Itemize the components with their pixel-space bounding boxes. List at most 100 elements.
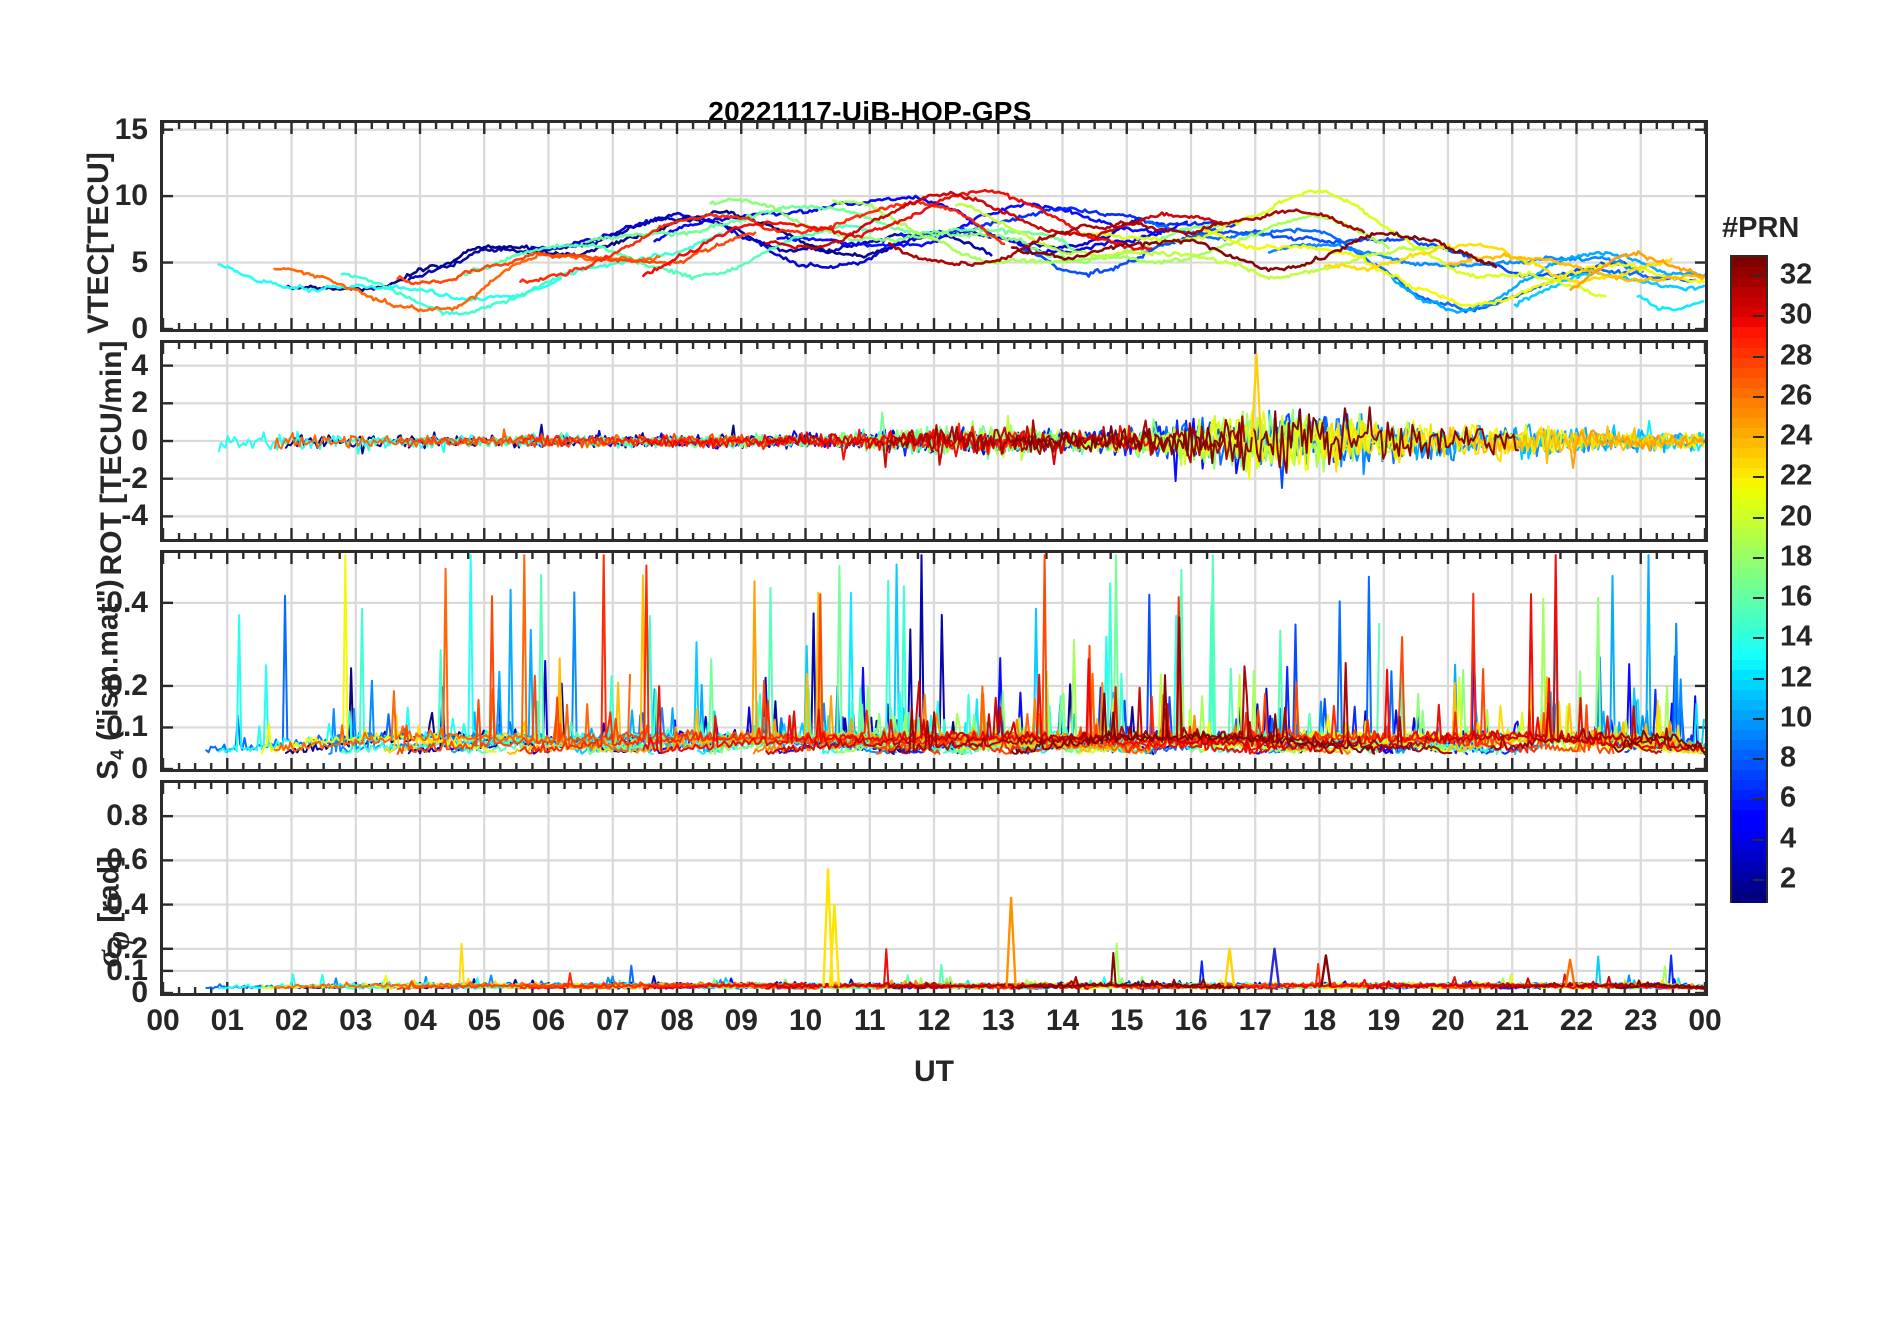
colorbar-segment — [1732, 750, 1766, 762]
colorbar-segment — [1732, 599, 1766, 611]
xtick-24: 00 — [1688, 1004, 1722, 1037]
colorbar-segment — [1732, 377, 1766, 390]
xtick-8: 08 — [660, 1004, 694, 1037]
panel-vtec — [160, 120, 1708, 332]
colorbar-segment — [1732, 649, 1766, 662]
colorbar-segment — [1732, 327, 1766, 340]
colorbar-tick-30: 30 — [1780, 298, 1813, 331]
colorbar-segment — [1732, 890, 1766, 903]
xtick-4: 04 — [403, 1004, 437, 1037]
xtick-15: 15 — [1110, 1004, 1144, 1037]
xtick-3: 03 — [339, 1004, 373, 1037]
ytick-p1-10: 10 — [114, 179, 148, 213]
xtick-2: 02 — [274, 1004, 309, 1037]
colorbar-segment — [1732, 538, 1766, 551]
panel-sigmaphi — [160, 780, 1708, 996]
colorbar-tick-16: 16 — [1780, 580, 1813, 613]
colorbar-tick-mark — [1753, 717, 1764, 720]
xtick-0: 00 — [146, 1004, 180, 1037]
colorbar-segment — [1732, 709, 1766, 722]
colorbar-segment — [1732, 468, 1766, 480]
xtick-22: 22 — [1559, 1004, 1594, 1037]
colorbar-segment — [1732, 397, 1766, 410]
colorbar-tick-14: 14 — [1780, 620, 1813, 653]
colorbar-segment — [1732, 760, 1766, 772]
ytick-p4-0_6: 0.6 — [106, 843, 148, 877]
colorbar-segment — [1732, 850, 1766, 863]
ytick-p4-0_1: 0.1 — [106, 953, 148, 987]
ytick-p3-0_4: 0.4 — [106, 585, 148, 619]
colorbar-tick-mark — [1753, 637, 1764, 640]
colorbar[interactable] — [1730, 255, 1768, 903]
xtick-18: 18 — [1302, 1004, 1337, 1037]
colorbar-segment — [1732, 407, 1766, 420]
colorbar-segment — [1732, 729, 1766, 742]
ytick-p3-0_2: 0.2 — [106, 668, 148, 702]
colorbar-segment — [1732, 267, 1766, 279]
colorbar-tick-mark — [1753, 758, 1764, 761]
colorbar-segment — [1732, 589, 1766, 601]
ytick-p2--4: -4 — [121, 499, 148, 533]
colorbar-segment — [1732, 418, 1766, 430]
colorbar-tick-24: 24 — [1780, 419, 1813, 452]
colorbar-tick-mark — [1753, 677, 1764, 680]
xtick-23: 23 — [1624, 1004, 1658, 1037]
colorbar-segment — [1732, 699, 1766, 712]
colorbar-tick-18: 18 — [1780, 540, 1813, 573]
panel-rot — [160, 340, 1708, 542]
colorbar-segment — [1732, 810, 1766, 823]
colorbar-tick-10: 10 — [1780, 701, 1813, 734]
ytick-p4-0_8: 0.8 — [106, 799, 148, 833]
ytick-p1-15: 15 — [114, 112, 148, 146]
ytick-p3-0: 0 — [131, 752, 148, 785]
colorbar-tick-mark — [1753, 516, 1764, 519]
colorbar-segment — [1732, 689, 1766, 702]
colorbar-tick-mark — [1753, 597, 1764, 600]
colorbar-tick-mark — [1753, 838, 1764, 841]
ytick-p1-5: 5 — [131, 245, 148, 279]
colorbar-title: #PRN — [1722, 212, 1800, 244]
colorbar-segment — [1732, 508, 1766, 521]
xtick-19: 19 — [1367, 1004, 1401, 1037]
colorbar-segment — [1732, 870, 1766, 883]
colorbar-tick-mark — [1753, 355, 1764, 358]
colorbar-tick-mark — [1753, 436, 1764, 439]
ytick-p4-0: 0 — [131, 976, 148, 1009]
xtick-9: 09 — [724, 1004, 758, 1037]
ytick-p2-0: 0 — [131, 424, 148, 457]
ytick-p2-2: 2 — [131, 386, 148, 420]
colorbar-segment — [1732, 518, 1766, 531]
colorbar-tick-2: 2 — [1780, 862, 1797, 895]
colorbar-tick-mark — [1753, 395, 1764, 398]
colorbar-segment — [1732, 609, 1766, 621]
colorbar-segment — [1732, 428, 1766, 440]
colorbar-segment — [1732, 558, 1766, 571]
xtick-7: 07 — [596, 1004, 630, 1037]
colorbar-segment — [1732, 488, 1766, 501]
colorbar-segment — [1732, 820, 1766, 833]
colorbar-tick-32: 32 — [1780, 258, 1813, 291]
colorbar-tick-26: 26 — [1780, 379, 1813, 412]
colorbar-segment — [1732, 277, 1766, 289]
colorbar-tick-8: 8 — [1780, 741, 1797, 774]
colorbar-segment — [1732, 307, 1766, 319]
colorbar-tick-mark — [1753, 476, 1764, 479]
colorbar-segment — [1732, 287, 1766, 299]
colorbar-segment — [1732, 448, 1766, 460]
xtick-13: 13 — [981, 1004, 1015, 1037]
colorbar-segment — [1732, 639, 1766, 652]
colorbar-segment — [1732, 619, 1766, 631]
colorbar-segment — [1732, 629, 1766, 641]
xtick-6: 06 — [531, 1004, 566, 1037]
colorbar-segment — [1732, 297, 1766, 309]
colorbar-tick-mark — [1753, 878, 1764, 881]
colorbar-segment — [1732, 840, 1766, 853]
ytick-p2--2: -2 — [121, 461, 148, 495]
colorbar-segment — [1732, 337, 1766, 350]
colorbar-tick-20: 20 — [1780, 500, 1813, 533]
xtick-21: 21 — [1495, 1004, 1529, 1037]
colorbar-tick-22: 22 — [1780, 459, 1813, 492]
ytick-p1-0: 0 — [131, 312, 148, 345]
ytick-p4-0_2: 0.2 — [106, 931, 148, 965]
